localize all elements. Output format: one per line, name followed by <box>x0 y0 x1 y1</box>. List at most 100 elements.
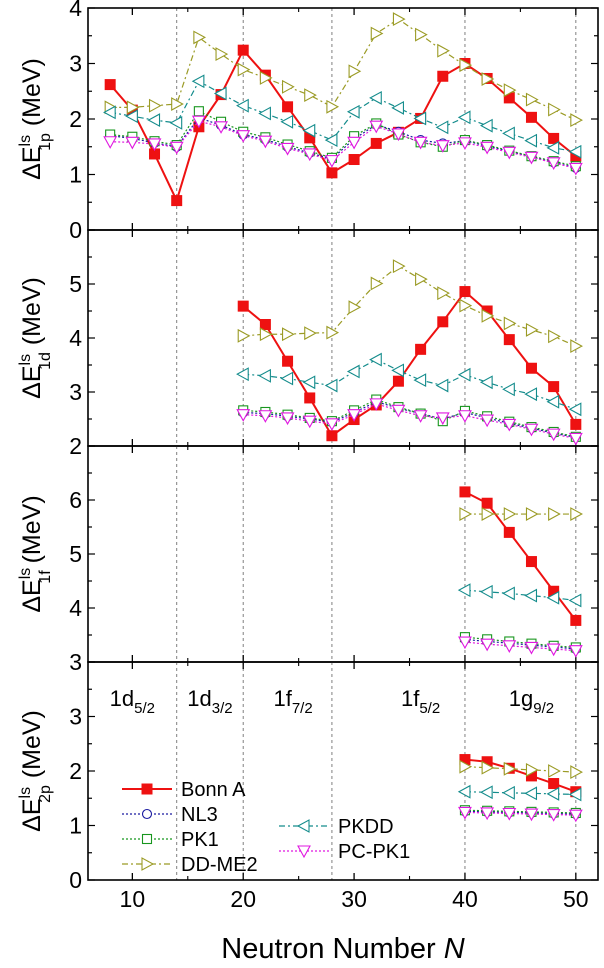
data-point <box>502 126 515 141</box>
data-point <box>169 115 183 130</box>
series-dd-me2 <box>459 507 583 521</box>
series-line <box>110 18 577 121</box>
data-point <box>524 641 539 655</box>
data-point <box>302 375 316 390</box>
data-point <box>236 98 249 113</box>
data-point <box>369 398 384 412</box>
data-point <box>391 363 404 378</box>
legend-item: DD-ME2 <box>122 854 258 876</box>
data-point <box>480 807 495 821</box>
data-point <box>437 286 450 301</box>
data-point <box>503 761 517 776</box>
legend-label: PKDD <box>338 816 394 838</box>
data-point <box>347 136 362 150</box>
data-point <box>370 26 384 41</box>
data-point <box>391 128 406 142</box>
data-point <box>348 64 362 79</box>
legend-marker <box>297 845 311 859</box>
data-point <box>525 322 539 337</box>
data-point <box>568 593 582 608</box>
data-point <box>413 136 428 150</box>
y-tick-label: 0 <box>69 217 82 243</box>
data-point <box>548 778 560 790</box>
series-line <box>109 48 577 204</box>
data-point <box>570 507 583 521</box>
data-point <box>304 88 317 103</box>
data-point <box>104 79 116 91</box>
data-point <box>548 329 561 344</box>
shell-label: 1g9/2 <box>509 686 554 717</box>
data-point <box>435 378 449 393</box>
x-tick-label: 40 <box>452 886 478 912</box>
y-tick-label: 3 <box>69 704 82 730</box>
data-point <box>392 12 406 27</box>
data-point <box>259 319 271 330</box>
data-point <box>280 142 295 156</box>
data-point <box>214 121 228 134</box>
data-point <box>458 636 472 650</box>
series-line <box>464 641 576 652</box>
series-bonn-a <box>459 486 582 626</box>
data-point <box>324 378 338 393</box>
series-line <box>243 401 576 438</box>
data-point <box>326 430 338 442</box>
data-point <box>480 141 495 155</box>
data-point <box>458 410 472 423</box>
data-point <box>347 409 362 422</box>
data-point <box>125 109 138 124</box>
data-point <box>437 70 449 82</box>
data-point <box>302 415 317 429</box>
series-pc-pk1 <box>236 398 583 446</box>
data-point <box>304 326 317 341</box>
series-pc-pk1 <box>458 636 583 658</box>
data-point <box>435 412 450 426</box>
legend-marker <box>141 808 153 820</box>
data-point <box>524 423 539 437</box>
data-point <box>304 392 316 404</box>
data-point <box>570 614 582 626</box>
data-point <box>524 133 538 148</box>
data-point <box>213 86 227 101</box>
data-point <box>391 404 406 418</box>
shell-labels: 1d5/2 1d3/2 1f7/2 1f5/2 1g9/2 <box>110 686 554 717</box>
data-point <box>237 44 249 56</box>
panel-frame <box>87 445 599 663</box>
data-point <box>503 83 517 98</box>
data-point <box>459 298 473 313</box>
data-point <box>171 97 184 111</box>
data-point <box>282 79 295 94</box>
data-point <box>481 308 495 323</box>
data-point <box>479 118 493 133</box>
data-point <box>568 787 582 802</box>
data-point <box>481 507 495 521</box>
data-point <box>568 809 583 823</box>
data-point <box>546 809 561 822</box>
data-point <box>369 120 384 134</box>
data-point <box>326 99 340 114</box>
data-point <box>503 334 515 346</box>
legend-marker <box>296 819 310 833</box>
data-point <box>191 74 205 89</box>
y-tick-label: 3 <box>69 649 82 675</box>
data-point <box>324 155 339 168</box>
data-point <box>415 27 428 42</box>
series-pkdd <box>457 583 582 608</box>
data-point <box>369 90 382 105</box>
data-point <box>459 486 471 498</box>
panel-1d: 2 3 4 5 ΔEls 1d (MeV) <box>17 229 599 459</box>
data-point <box>147 138 162 152</box>
data-point <box>502 146 517 160</box>
panel-data <box>457 486 583 658</box>
panel-1f: 3 4 5 6 ΔEls 1f (MeV) <box>17 445 599 675</box>
series-line <box>243 398 576 438</box>
legend-label: PK1 <box>181 829 219 851</box>
data-point <box>481 760 495 775</box>
data-point <box>459 759 473 774</box>
data-point <box>171 195 183 207</box>
data-point <box>524 588 538 603</box>
data-point <box>502 785 515 800</box>
data-point <box>435 140 450 153</box>
legend-label: Bonn A <box>181 779 246 801</box>
data-point <box>103 105 116 120</box>
